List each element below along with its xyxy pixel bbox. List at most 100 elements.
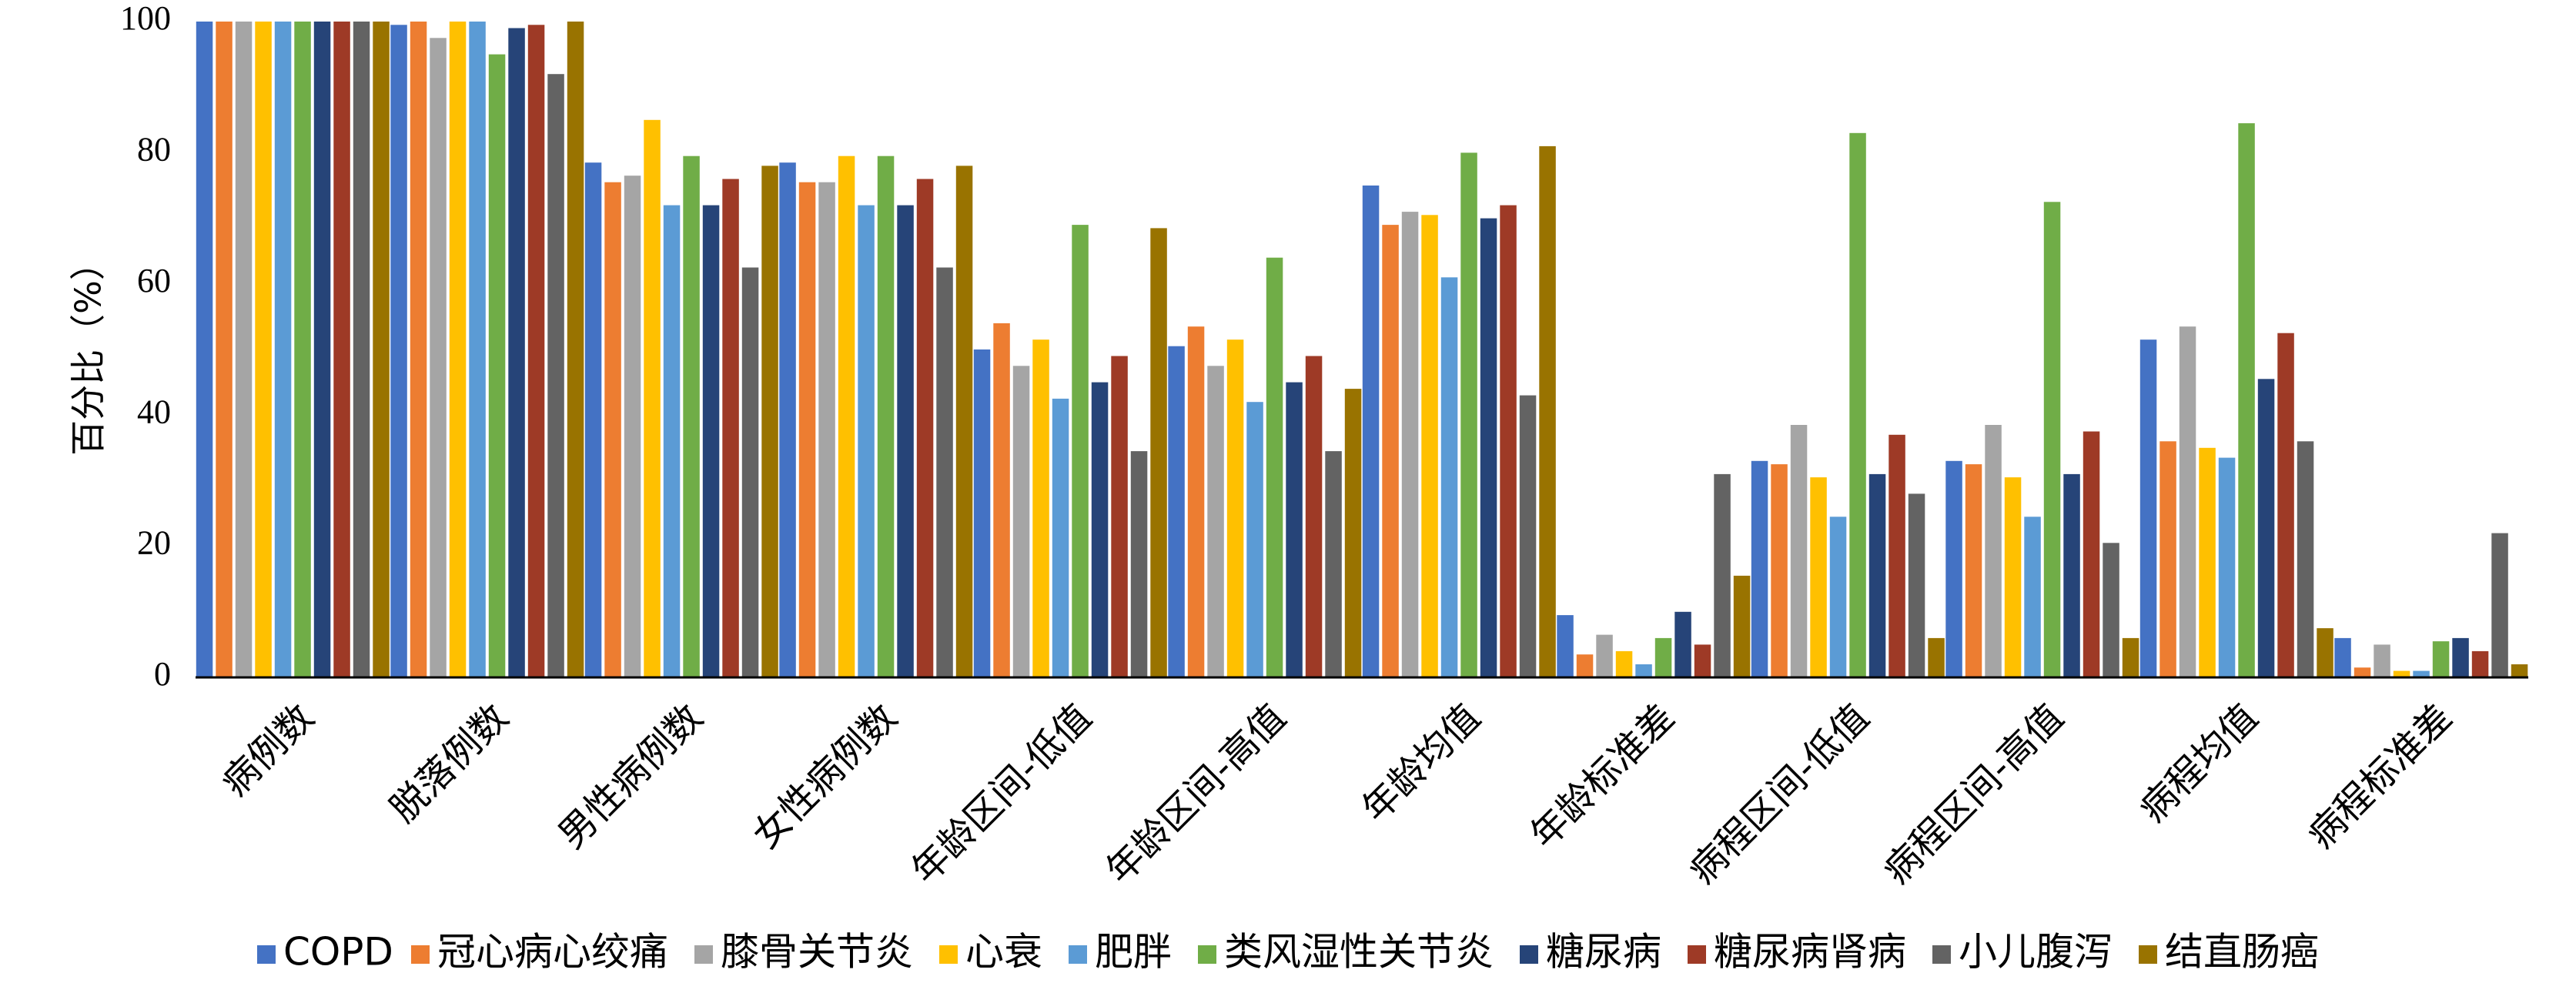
bar (741, 267, 759, 677)
bar (1733, 575, 1751, 677)
bar (1150, 228, 1167, 677)
bar (584, 162, 602, 677)
bar (993, 323, 1010, 677)
bar (390, 25, 407, 678)
bar (1519, 395, 1537, 677)
bar (2122, 637, 2139, 677)
x-tick-label: 年龄标准差 (1522, 696, 1683, 857)
bar (2004, 477, 2022, 677)
bar (936, 267, 953, 677)
bar (508, 28, 525, 677)
bar (547, 74, 564, 677)
bar (2159, 441, 2176, 677)
legend-label: 心衰 (965, 930, 1042, 975)
bar (2103, 543, 2119, 677)
bar (333, 22, 350, 677)
legend-swatch (2139, 945, 2157, 964)
bar (567, 22, 584, 677)
bar (274, 22, 292, 677)
bar (1032, 339, 1049, 677)
bar (1965, 464, 1982, 677)
bar (2063, 473, 2080, 677)
bar (2317, 628, 2333, 677)
legend-swatch (1198, 945, 1216, 964)
legend-swatch (1069, 945, 1087, 964)
bar (430, 38, 447, 678)
bar (1849, 132, 1866, 678)
bar (2297, 441, 2314, 677)
legend-swatch (257, 945, 276, 964)
bar (373, 22, 390, 677)
x-tick-label: 病例数 (213, 696, 322, 804)
bar (2452, 637, 2469, 677)
legend-label: 肥胖 (1095, 930, 1172, 975)
bar (1207, 366, 1224, 677)
bar (1576, 654, 1594, 677)
bar (1072, 225, 1089, 678)
bar (1012, 366, 1030, 677)
bar (449, 22, 467, 677)
bar (1480, 218, 1497, 678)
bar (604, 182, 621, 677)
bar (469, 22, 486, 677)
bar (1829, 517, 1847, 677)
bar (2043, 202, 2061, 677)
bar (1596, 634, 1613, 677)
bar (2024, 517, 2041, 677)
bar (1421, 215, 1438, 677)
bar (1168, 346, 1185, 677)
bar (1674, 611, 1691, 677)
bar (1401, 212, 1419, 678)
y-tick-label: 0 (154, 655, 171, 693)
bar (353, 22, 370, 677)
bar (1130, 451, 1148, 677)
x-tick-label: 病程区间-高值 (1875, 696, 2072, 892)
x-tick-label: 脱落例数 (382, 696, 517, 831)
bar (1615, 650, 1633, 677)
bar (1810, 477, 1827, 677)
bar (897, 205, 914, 678)
bar (294, 22, 311, 677)
legend-swatch (1520, 945, 1538, 964)
x-tick-label: 年龄区间-低值 (903, 696, 1099, 892)
bar (1440, 277, 1458, 677)
legend-label: 糖尿病 (1546, 930, 1661, 975)
bar (1344, 389, 1362, 677)
bar (2374, 644, 2390, 677)
legend-swatch (1932, 945, 1951, 964)
bar (1305, 356, 1323, 677)
bar (1908, 493, 1925, 677)
bar (235, 22, 253, 677)
bar (838, 155, 855, 677)
bar (2238, 123, 2255, 678)
bar (2413, 670, 2430, 677)
bar (916, 179, 934, 677)
legend-label: 结直肠癌 (2165, 930, 2319, 975)
bar (2491, 533, 2508, 677)
bar (1945, 460, 1962, 677)
bar (779, 162, 796, 677)
bar (1052, 398, 1069, 677)
bar (1635, 664, 1652, 677)
legend-swatch (694, 945, 713, 964)
bar (2199, 447, 2216, 677)
y-tick-label: 100 (120, 0, 171, 37)
bar (1111, 356, 1128, 677)
bar (1714, 473, 1731, 677)
bar (1091, 382, 1109, 677)
bar (2277, 333, 2294, 677)
bar (1362, 186, 1380, 677)
bar (1654, 637, 1672, 677)
bar (1889, 434, 1905, 677)
bar (196, 22, 213, 677)
bar (624, 176, 641, 677)
legend-label: COPD (283, 930, 393, 975)
bar (683, 155, 700, 677)
bar (527, 25, 545, 678)
x-tick-label: 女性病例数 (744, 696, 905, 857)
y-tick-label: 40 (137, 393, 171, 430)
bar (877, 155, 895, 677)
legend: COPD 冠心病心绞痛 膝骨关节炎 心衰 肥胖 类风湿性关节炎 糖尿病 糖尿病肾病 小儿腹泻 结直… (257, 930, 2319, 975)
legend-label: 小儿腹泻 (1959, 930, 2113, 975)
